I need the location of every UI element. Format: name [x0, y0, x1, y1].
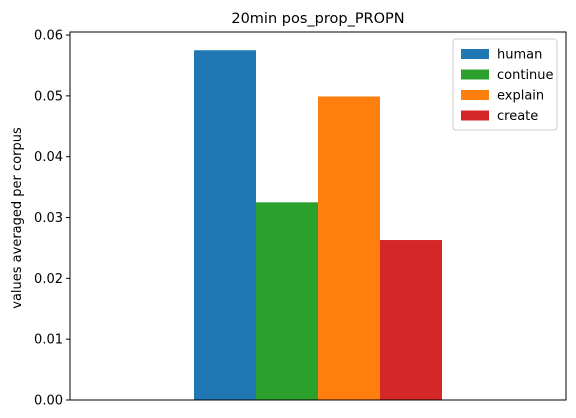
legend-swatch-human: [461, 49, 489, 59]
legend-label-human: human: [497, 48, 542, 63]
legend: human continue explain create: [452, 38, 558, 131]
bar-create: [380, 240, 442, 400]
plot-frame: [69, 31, 567, 401]
legend-label-continue: continue: [497, 68, 554, 83]
y-axis-label: values averaged per corpus: [10, 127, 25, 309]
legend-swatch-create: [461, 110, 489, 121]
y-tick-label: 0.06: [34, 29, 63, 44]
legend-label-create: create: [497, 109, 538, 124]
bar-continue: [256, 202, 318, 400]
legend-swatch-explain: [461, 90, 489, 100]
y-tick-label: 0.03: [34, 211, 63, 226]
legend-box: [452, 38, 558, 131]
bars-group: [194, 50, 442, 401]
bar-explain: [318, 96, 380, 400]
y-axis: 0.00 0.01 0.02 0.03 0.04 0.05 0.06: [34, 29, 70, 409]
chart-title: 20min pos_prop_PROPN: [231, 11, 404, 27]
y-tick-label: 0.00: [34, 394, 63, 409]
y-tick-label: 0.01: [34, 333, 63, 348]
legend-swatch-continue: [461, 69, 489, 80]
y-tick-label: 0.02: [34, 272, 63, 287]
y-tick-label: 0.04: [34, 150, 63, 165]
y-tick-label: 0.05: [34, 89, 63, 104]
bar-human: [194, 50, 256, 401]
legend-label-explain: explain: [497, 89, 544, 104]
